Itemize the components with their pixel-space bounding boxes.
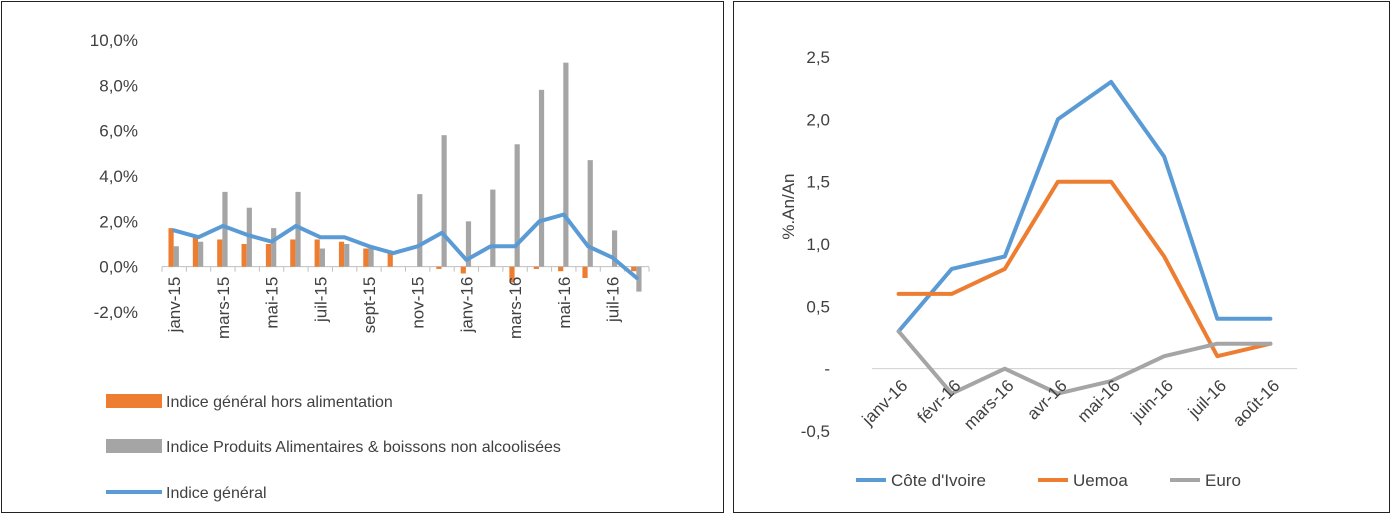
line-euro xyxy=(896,329,1273,396)
y-tick-label: 10,0% xyxy=(90,31,138,50)
x-tick-label: nov-15 xyxy=(409,277,428,329)
right-chart-panel: 2,5 2,0 1,5 1,0 0,5 - -0,5 %.An/An janv-16 févr-1… xyxy=(733,1,1390,513)
bar-hors-alimentation xyxy=(338,241,345,267)
y-tick-label: -0,5 xyxy=(801,422,830,441)
x-tick-label: janv-15 xyxy=(165,277,184,334)
bar-produits-alimentaires xyxy=(319,248,325,267)
bar-produits-alimentaires xyxy=(465,221,472,267)
x-tick-label: mai-16 xyxy=(555,277,574,329)
yoy-line-chart: 2,5 2,0 1,5 1,0 0,5 - -0,5 %.An/An janv-16 févr-1… xyxy=(779,48,1297,490)
bar-hors-alimentation xyxy=(265,244,272,267)
x-tick-label: mars-16 xyxy=(506,277,525,339)
inflation-bar-line-chart: 10,0% 8,0% 6,0% 4,0% 2,0% 0,0% -2,0% janv-15 mar… xyxy=(90,31,650,502)
y-tick-label: 6,0% xyxy=(99,122,138,141)
bar-produits-alimentaires xyxy=(611,230,618,267)
y-tick-label: 1,5 xyxy=(806,173,830,192)
y-axis-title: %.An/An xyxy=(779,174,798,240)
x-tick-label: sept-15 xyxy=(360,277,379,334)
bar-produits-alimentaires xyxy=(271,228,277,267)
bar-hors-alimentation xyxy=(460,266,466,274)
x-tick-label: janv-16 xyxy=(457,277,476,334)
bar-hors-alimentation xyxy=(533,266,539,269)
bar-produits-alimentaires xyxy=(344,244,350,267)
x-tick-label: août-16 xyxy=(1229,376,1283,430)
bar-hors-alimentation xyxy=(363,248,369,267)
y-tick-label: 2,0 xyxy=(806,110,830,129)
bar-hors-alimentation xyxy=(558,266,564,272)
bar-produits-alimentaires xyxy=(173,246,179,267)
legend-label: Uemoa xyxy=(1073,471,1128,490)
legend-label: Côte d'Ivoire xyxy=(891,471,986,490)
bar-produits-alimentaires xyxy=(563,62,569,267)
legend-label: Indice Produits Alimentaires & boissons … xyxy=(166,439,561,456)
legend-label: Euro xyxy=(1205,471,1241,490)
bar-produits-alimentaires xyxy=(368,246,374,267)
x-tick-label: mars-15 xyxy=(214,277,233,339)
x-tick-label: juil-16 xyxy=(603,277,622,323)
line-uemoa xyxy=(896,179,1273,359)
y-tick-label: 0,5 xyxy=(806,297,830,316)
bar-hors-alimentation xyxy=(509,266,515,283)
bar-hors-alimentation xyxy=(314,239,320,267)
bar-hors-alimentation xyxy=(241,244,247,267)
legend-label: Indice général xyxy=(166,485,267,502)
bar-hors-alimentation xyxy=(290,239,296,267)
bar-produits-alimentaires xyxy=(538,89,545,267)
bar-produits-alimentaires xyxy=(587,160,593,267)
bar-produits-alimentaires xyxy=(222,191,228,267)
bar-produits-alimentaires xyxy=(198,241,204,267)
y-tick-label: - xyxy=(824,360,830,379)
line-indice-general xyxy=(172,212,639,280)
left-chart-panel: 10,0% 8,0% 6,0% 4,0% 2,0% 0,0% -2,0% janv-15 mar… xyxy=(1,1,724,513)
bar-hors-alimentation xyxy=(217,239,223,267)
bar-produits-alimentaires xyxy=(636,266,642,292)
legend-swatch xyxy=(106,439,162,453)
x-tick-label: juin-16 xyxy=(1127,376,1177,426)
y-tick-label: 0,0% xyxy=(99,258,138,277)
bar-hors-alimentation xyxy=(168,228,174,267)
bar-hors-alimentation xyxy=(436,266,442,269)
x-tick-label: avr-16 xyxy=(1023,376,1071,424)
y-tick-label: 4,0% xyxy=(99,167,138,186)
line-cote-d-ivoire xyxy=(896,79,1273,334)
bar-hors-alimentation xyxy=(631,266,637,272)
bar-hors-alimentation xyxy=(582,266,588,278)
bar-produits-alimentaires xyxy=(417,194,423,267)
y-tick-label: -2,0% xyxy=(94,303,138,322)
y-tick-label: 1,0 xyxy=(806,235,830,254)
x-tick-label: juil-15 xyxy=(311,277,330,323)
bar-produits-alimentaires xyxy=(441,135,447,267)
x-tick-label: janv-16 xyxy=(858,376,912,430)
bar-produits-alimentaires xyxy=(295,191,301,267)
bar-produits-alimentaires xyxy=(490,189,496,267)
x-tick-label: mai-15 xyxy=(263,277,282,329)
y-tick-label: 2,0% xyxy=(99,212,138,231)
bar-produits-alimentaires xyxy=(514,144,520,267)
x-tick-label: juil-16 xyxy=(1184,376,1230,422)
legend-label: Indice général hors alimentation xyxy=(166,394,393,411)
bar-hors-alimentation xyxy=(387,253,393,267)
y-tick-label: 2,5 xyxy=(806,48,830,67)
legend-swatch xyxy=(106,394,162,408)
x-tick-label: févr-16 xyxy=(914,376,965,427)
bar-hors-alimentation xyxy=(192,237,199,267)
y-tick-label: 8,0% xyxy=(99,76,138,95)
